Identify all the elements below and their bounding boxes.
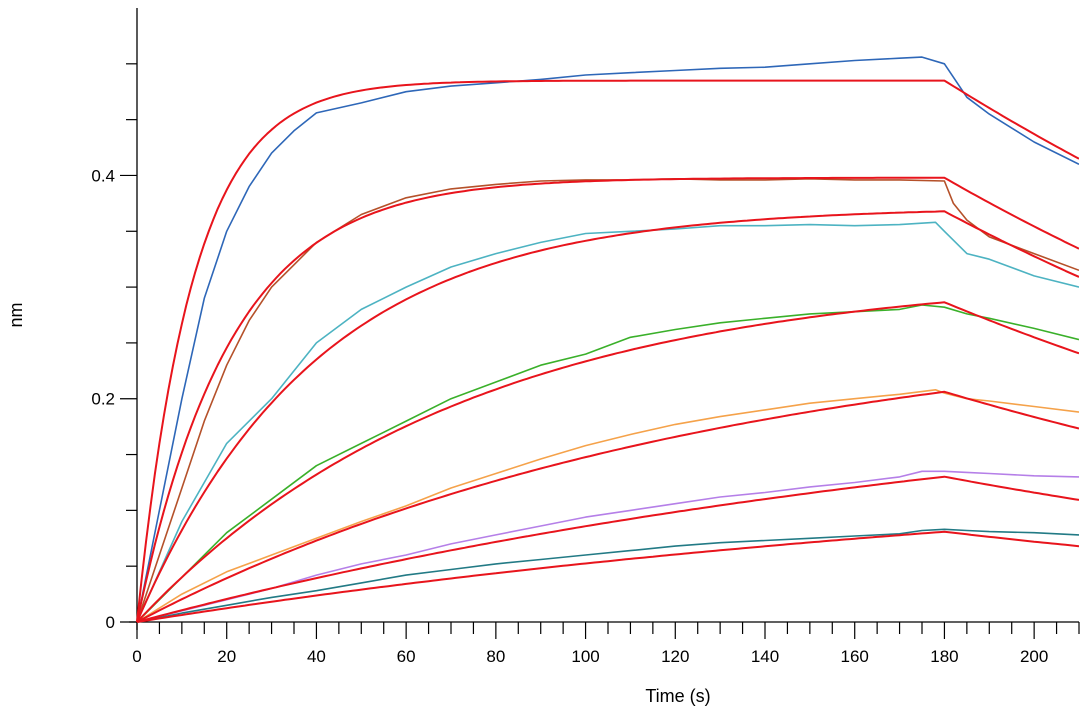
data-series-line-6: [136, 470, 1079, 623]
data-series-group: [136, 56, 1079, 623]
data-series-line-5: [136, 389, 1079, 623]
fit-curve-5: [136, 390, 1079, 623]
data-series-line-1: [136, 56, 1079, 623]
y-tick-label: 0.4: [91, 166, 115, 185]
x-tick-label: 120: [661, 647, 689, 666]
x-tick-label: 180: [930, 647, 958, 666]
data-series-line-2: [136, 178, 1079, 623]
fit-curve-2: [136, 176, 1079, 623]
y-tick-label: 0: [106, 613, 115, 632]
y-axis-title: nm: [6, 302, 26, 327]
x-tick-label: 80: [486, 647, 505, 666]
x-tick-label: 40: [307, 647, 326, 666]
x-tick-label: 20: [217, 647, 236, 666]
fit-curve-1: [136, 79, 1079, 623]
x-axis-title: Time (s): [645, 686, 710, 706]
y-tick-label: 0.2: [91, 390, 115, 409]
x-tick-label: 100: [571, 647, 599, 666]
y-axis: 0 0.2 0.4: [91, 8, 138, 632]
fit-curve-6: [136, 475, 1079, 623]
fit-curve-4: [136, 301, 1079, 623]
x-tick-label: 160: [841, 647, 869, 666]
x-tick-label: 0: [132, 647, 141, 666]
fit-curves-group: [136, 79, 1079, 623]
x-tick-label: 140: [751, 647, 779, 666]
fit-curve-3: [136, 210, 1079, 623]
x-tick-label: 60: [397, 647, 416, 666]
x-tick-label: 200: [1020, 647, 1048, 666]
data-series-line-4: [136, 304, 1079, 623]
data-series-line-7: [136, 528, 1079, 623]
x-axis: 0 20 40 60 80 100 120 140 160 180 200: [129, 621, 1080, 666]
fit-curve-7: [136, 530, 1079, 623]
